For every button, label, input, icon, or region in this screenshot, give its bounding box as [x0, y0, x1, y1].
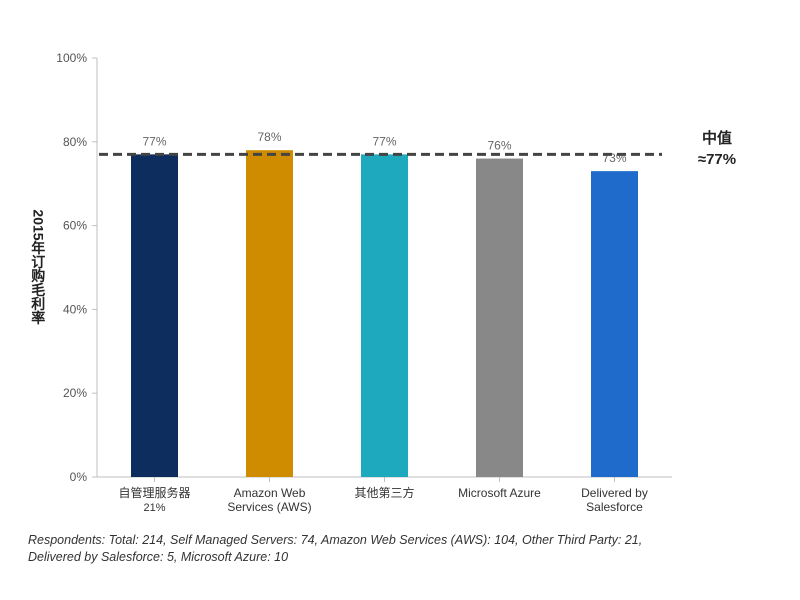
bar [246, 150, 293, 477]
y-tick-label: 20% [63, 386, 87, 400]
x-tick-label: 21% [143, 502, 165, 514]
y-tick-label: 80% [63, 135, 87, 149]
footnote-line: Delivered by Salesforce: 5, Microsoft Az… [28, 550, 289, 564]
y-tick-label: 100% [56, 51, 87, 65]
y-tick-label: 60% [63, 219, 87, 233]
bar [131, 154, 178, 477]
bar-data-label: 78% [257, 130, 281, 144]
median-value-label: ≈77% [698, 151, 736, 168]
x-tick-label: Delivered by [581, 486, 648, 500]
y-tick-label: 40% [63, 302, 87, 316]
x-tick-label: 其他第三方 [354, 485, 414, 500]
respondents-footnote: Respondents: Total: 214, Self Managed Se… [28, 532, 768, 566]
bar-data-label: 77% [142, 134, 166, 148]
median-label: 中值 [702, 129, 732, 147]
bar [476, 158, 523, 477]
y-tick-label: 0% [70, 470, 88, 484]
bar [361, 154, 408, 477]
bar [591, 171, 638, 477]
bar-data-label: 76% [487, 139, 511, 153]
x-tick-label: Microsoft Azure [458, 486, 541, 500]
bar-data-label: 77% [372, 134, 396, 148]
x-tick-label: Services (AWS) [227, 500, 311, 514]
footnote-line: Respondents: Total: 214, Self Managed Se… [28, 533, 643, 547]
x-tick-label: Salesforce [586, 500, 643, 514]
x-tick-label: Amazon Web [234, 486, 306, 500]
y-axis-title: 2015年订购毛利率 [30, 209, 46, 325]
x-tick-label: 自管理服务器 [118, 485, 190, 500]
